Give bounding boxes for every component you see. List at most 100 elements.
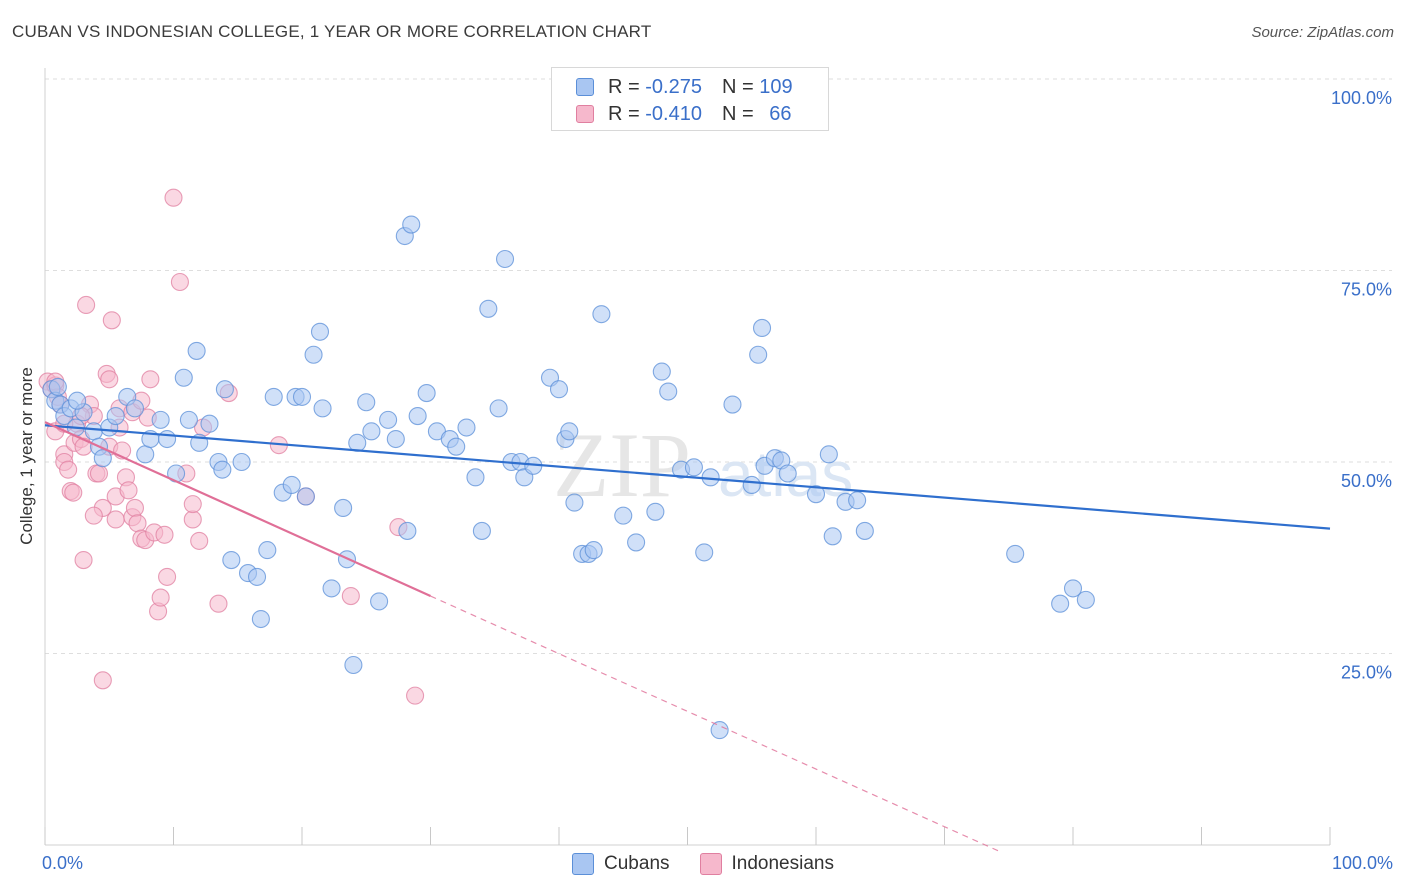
r-label: R = — [608, 102, 640, 125]
x-tick-label-min: 0.0% — [42, 853, 83, 873]
cubans-point — [684, 458, 703, 477]
cubans-point — [174, 368, 193, 387]
cubans-point — [344, 655, 363, 675]
indonesians-point — [155, 525, 174, 544]
cubans-point — [749, 345, 768, 364]
indonesians-point — [100, 370, 119, 389]
watermark: ZIP atlas — [553, 414, 853, 516]
y-tick-label: 25.0% — [1341, 663, 1392, 683]
indonesians-point — [406, 686, 425, 705]
cubans-point — [362, 422, 381, 441]
indonesians-point — [74, 550, 93, 570]
legend-row-cubans: R = -0.275 N = 109 — [576, 75, 793, 99]
axis-layer — [44, 68, 1331, 846]
n-label: N = — [721, 75, 754, 98]
cubans-point — [398, 521, 417, 540]
cubans-point — [819, 445, 838, 464]
cubans-point — [549, 380, 569, 399]
indonesians-trend-line — [44, 421, 431, 598]
indonesians-point — [106, 510, 125, 529]
cubans-point — [1076, 590, 1095, 609]
cubans-point — [357, 393, 376, 412]
indonesians-point — [84, 506, 103, 525]
cubans-point — [584, 541, 603, 560]
cubans-point — [408, 406, 427, 426]
indonesians-point — [119, 481, 138, 500]
cubans-point — [742, 475, 761, 495]
indonesians-point — [89, 464, 109, 483]
x-tick-label-max: 100.0% — [1332, 853, 1393, 873]
n-value-cubans: 109 — [759, 75, 793, 98]
cubans-point — [417, 384, 436, 403]
cubans-point — [215, 380, 234, 399]
series-legend: Cubans Indonesians — [0, 852, 1406, 876]
cubans-trend-line — [44, 424, 1331, 530]
chart-title: CUBAN VS INDONESIAN COLLEGE, 1 YEAR OR M… — [12, 22, 652, 41]
cubans-point — [179, 410, 198, 429]
indonesians-point — [59, 460, 78, 479]
cubans-point — [479, 299, 498, 318]
indonesians-point — [183, 495, 202, 514]
cubans-point — [282, 475, 301, 495]
cubans-point — [447, 437, 466, 456]
source-label: Source: ZipAtlas.com — [1251, 24, 1394, 41]
cubans-point — [292, 387, 312, 406]
cubans-point — [264, 387, 283, 406]
cubans-swatch — [572, 853, 595, 875]
indonesians-point — [125, 498, 144, 518]
cubans-point — [232, 452, 251, 472]
cubans-point — [136, 445, 155, 464]
indonesians-point — [102, 311, 121, 330]
cubans-point — [151, 410, 170, 429]
cubans-point — [247, 567, 267, 586]
cubans-point — [322, 579, 341, 598]
tick-labels: 25.0% 50.0% 75.0% 100.0% 0.0% 100.0% — [42, 88, 1393, 873]
cubans-point — [310, 322, 330, 341]
cubans-point — [187, 341, 206, 360]
cubans-point — [200, 414, 219, 433]
cubans-point — [106, 406, 125, 426]
indonesians-point — [183, 510, 202, 529]
legend-label-cubans: Cubans — [604, 853, 670, 874]
cubans-point — [258, 541, 277, 560]
cubans-point — [93, 449, 112, 468]
r-value-indonesians: -0.410 — [645, 102, 702, 125]
cubans-point — [565, 493, 584, 512]
cubans-point — [158, 429, 177, 449]
cubans-point — [68, 391, 87, 410]
indonesians-trend-extension — [430, 595, 1003, 854]
legend-item-cubans[interactable]: Cubans — [572, 852, 670, 876]
indonesians-point — [64, 483, 83, 502]
cubans-point — [614, 506, 633, 525]
cubans-point — [379, 410, 398, 429]
cubans-point — [627, 533, 646, 552]
indonesians-point — [209, 594, 228, 613]
indonesians-point — [341, 586, 360, 606]
indonesians-swatch — [576, 105, 594, 123]
r-label: R = — [608, 75, 640, 98]
legend-row-indonesians: R = -0.410 N = 66 — [576, 102, 791, 126]
cubans-point — [695, 543, 714, 562]
cubans-point — [84, 422, 103, 441]
cubans-point — [723, 395, 742, 414]
indonesians-point — [190, 531, 209, 550]
y-axis-label: College, 1 year or more — [17, 367, 36, 545]
cubans-point — [823, 527, 842, 546]
legend-item-indonesians[interactable]: Indonesians — [699, 852, 834, 876]
indonesians-point — [141, 370, 160, 389]
indonesians-point — [77, 295, 96, 315]
indonesians-point — [128, 514, 147, 533]
cubans-point — [806, 485, 826, 504]
n-label: N = — [721, 102, 754, 125]
indonesians-point — [170, 272, 189, 292]
r-value-cubans: -0.275 — [645, 75, 702, 98]
cubans-swatch — [576, 78, 594, 96]
indonesians-swatch — [699, 853, 722, 875]
cubans-point — [48, 377, 67, 396]
cubans-point — [489, 399, 508, 418]
cubans-point — [222, 550, 241, 570]
cubans-point — [592, 305, 611, 324]
cubans-point — [710, 721, 729, 740]
cubans-point — [457, 418, 476, 437]
